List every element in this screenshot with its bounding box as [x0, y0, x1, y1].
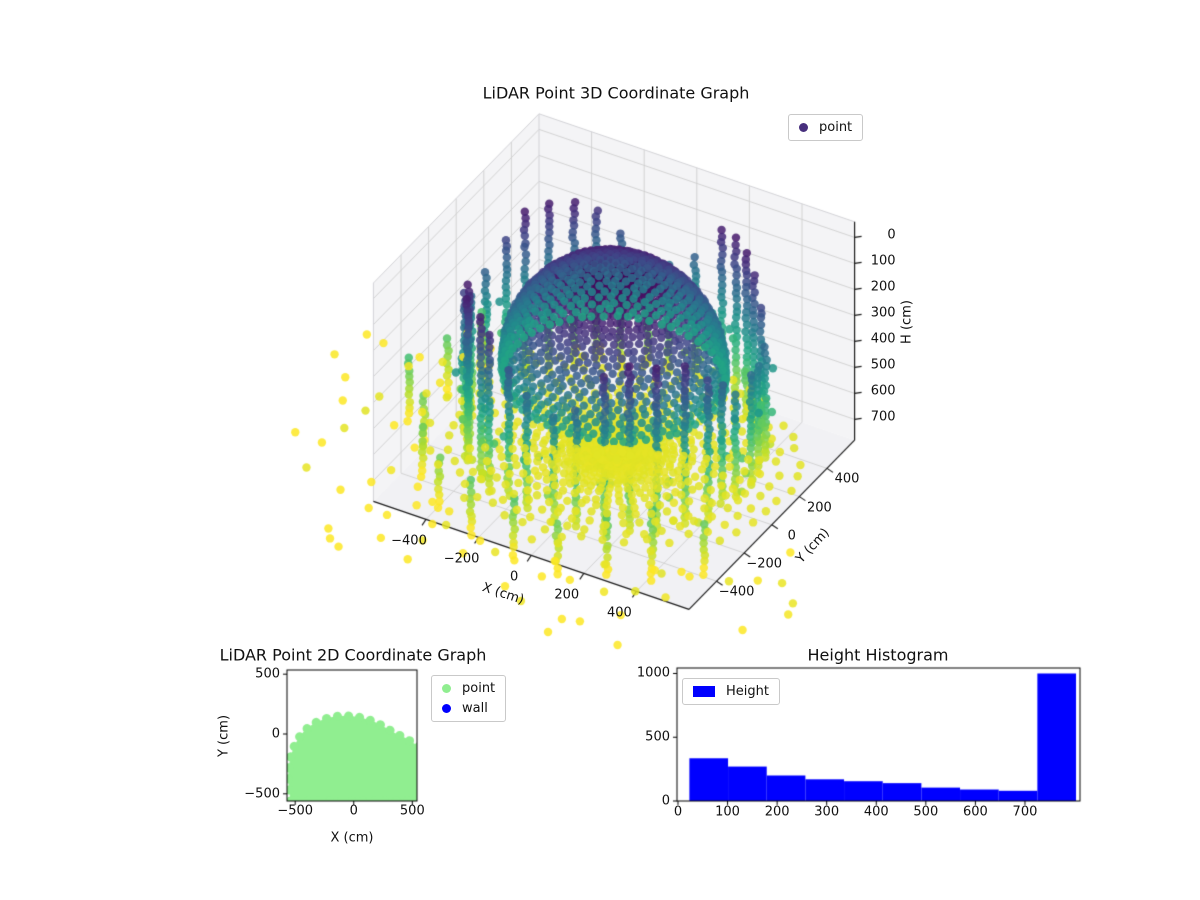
plot2d-ytick-label: 500	[255, 666, 280, 682]
plot3d-xtick-label: 0	[510, 569, 519, 585]
hist-ytick-label: 500	[645, 729, 670, 745]
plot3d-ztick-label: 0	[887, 227, 896, 243]
hist-xtick-label: 600	[962, 804, 988, 820]
hist-xtick-label: 500	[913, 804, 939, 820]
plot3d-ytick-label: 200	[806, 500, 832, 516]
hist-title: Height Histogram	[807, 645, 949, 665]
hist-ytick-label: 0	[661, 793, 670, 809]
hist-xtick-label: 200	[764, 804, 790, 820]
hist-xtick-label: 700	[1012, 804, 1038, 820]
hist-xtick-label: 0	[673, 804, 683, 820]
height-bar-swatch-icon	[693, 686, 715, 697]
plot2d-legend-row-point: point	[442, 681, 495, 696]
wall-marker-icon	[442, 704, 451, 713]
plot3d-ytick-label: −200	[746, 556, 783, 572]
plot2d-legend-row-wall: wall	[442, 701, 495, 716]
plot3d-xtick-label: −400	[391, 533, 427, 549]
plot2d-xaxis-label: X (cm)	[330, 830, 374, 846]
plot3d-title: LiDAR Point 3D Coordinate Graph	[482, 83, 750, 103]
plot3d-zaxis-label: H (cm)	[899, 300, 915, 344]
point-marker-icon	[799, 123, 808, 132]
plot3d-legend: point	[788, 114, 864, 141]
plot3d-ytick-label: 400	[834, 471, 860, 487]
plot3d-ztick-label: 600	[870, 383, 896, 399]
plot3d-xtick-label: −200	[443, 551, 480, 567]
plot2d-ytick-label: −500	[244, 786, 280, 802]
plot3d-xtick-label: 400	[606, 605, 632, 621]
hist-ytick-label: 1000	[636, 665, 670, 681]
plot2d-yaxis-label: Y (cm)	[216, 714, 232, 758]
plot2d-legend: point wall	[431, 675, 507, 722]
plot2d-title: LiDAR Point 2D Coordinate Graph	[219, 645, 487, 665]
plot3d-ztick-label: 700	[870, 409, 896, 425]
plot3d-ztick-label: 300	[870, 305, 896, 321]
plot2d-xtick-label: 500	[399, 803, 425, 819]
plot3d-legend-label: point	[819, 120, 853, 135]
hist-legend: Height	[682, 678, 780, 705]
hist-xtick-label: 100	[715, 804, 740, 820]
hist-legend-row: Height	[693, 684, 769, 699]
plot3d-ztick-label: 500	[870, 357, 896, 373]
plot2d-xtick-label: −500	[277, 803, 314, 819]
hist-legend-label: Height	[726, 684, 769, 699]
hist-xtick-label: 300	[814, 804, 840, 820]
plot3d-ztick-label: 100	[870, 253, 896, 269]
plot2d-xtick-label: 0	[349, 803, 358, 819]
plot3d-legend-row: point	[799, 120, 852, 135]
plot2d-legend-label-point: point	[462, 681, 496, 696]
plot3d-xtick-label: 200	[554, 587, 580, 603]
plot3d-ztick-label: 200	[870, 279, 896, 295]
plot3d-ytick-label: 0	[787, 528, 796, 544]
point-marker-icon	[442, 684, 451, 693]
plot3d-ztick-label: 400	[870, 331, 896, 347]
plot3d-ytick-label: −400	[718, 584, 755, 600]
plot2d-legend-label-wall: wall	[462, 701, 488, 716]
hist-xtick-label: 400	[863, 804, 889, 820]
plot2d-ytick-label: 0	[271, 726, 280, 742]
